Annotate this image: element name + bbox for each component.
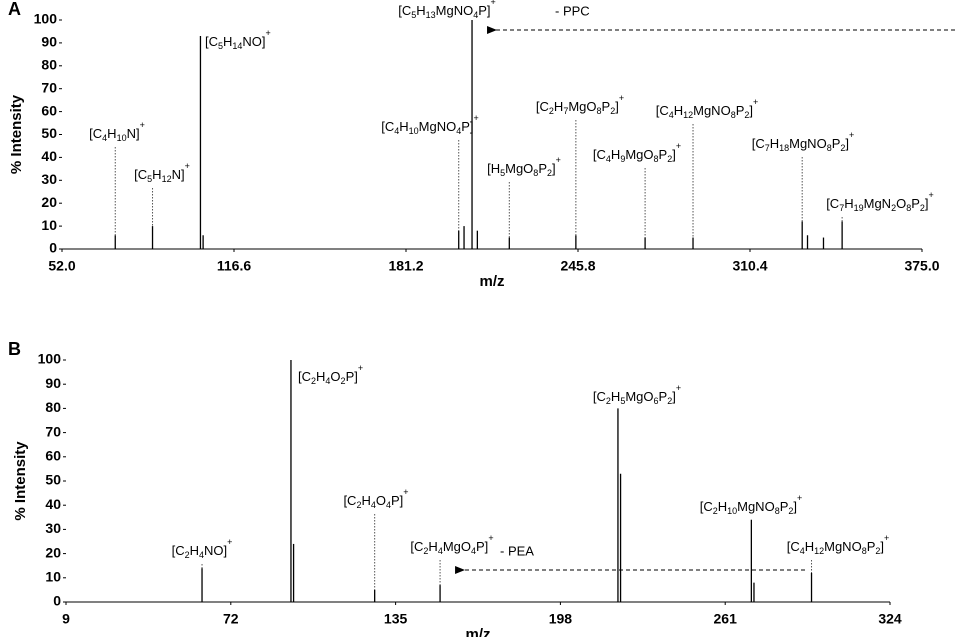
x-tick-label: 198	[549, 611, 573, 627]
y-tick-label: 60	[45, 448, 61, 464]
x-tick-label: 52.0	[48, 258, 75, 274]
peak-label: [C4H12MgNO8P2]+	[787, 533, 890, 556]
y-tick-label: 50	[41, 125, 57, 141]
y-tick-label: 40	[45, 496, 61, 512]
y-tick-label: 100	[38, 351, 62, 367]
y-tick-label: 10	[45, 569, 61, 585]
annotation: - PPC	[555, 3, 590, 18]
peak-label: [C2H5MgO6P2]+	[593, 383, 681, 406]
peak-label: [H5MgO8P2]+	[487, 155, 561, 178]
x-tick-label: 310.4	[732, 258, 767, 274]
y-tick-label: 80	[45, 399, 61, 415]
panel-title: A	[8, 0, 21, 19]
y-tick-label: 20	[41, 194, 57, 210]
peak-label: [C7H19MgN2O8P2]+	[826, 190, 934, 213]
peak-label: [C2H4O2P]+	[298, 363, 363, 386]
x-axis-title: m/z	[479, 273, 504, 290]
peak-label: [C4H12MgNO8P2]+	[656, 97, 759, 120]
peak-label: [C4H10N]+	[89, 120, 145, 143]
x-axis-title: m/z	[465, 626, 490, 637]
x-tick-label: 261	[714, 611, 738, 627]
peak-label: [C2H4NO]+	[172, 537, 233, 560]
peak-label: [C5H13MgNO4P]+	[398, 0, 496, 20]
x-tick-label: 375.0	[904, 258, 939, 274]
x-tick-label: 181.2	[388, 258, 423, 274]
x-tick-label: 245.8	[560, 258, 595, 274]
y-tick-label: 0	[49, 240, 57, 256]
y-tick-label: 70	[41, 79, 57, 95]
peak-label: [C2H7MgO8P2]+	[536, 93, 624, 116]
y-tick-label: 30	[45, 520, 61, 536]
peak-label: [C5H14NO]+	[205, 28, 271, 51]
peak-label: [C2H4O4P]+	[343, 487, 408, 510]
y-tick-label: 80	[41, 57, 57, 73]
x-tick-label: 324	[878, 611, 902, 627]
y-tick-label: 90	[41, 34, 57, 50]
x-tick-label: 135	[384, 611, 408, 627]
peak-label: [C5H12N]+	[134, 161, 190, 184]
y-tick-label: 50	[45, 472, 61, 488]
peak-label: [C4H10MgNO4P]+	[381, 113, 479, 136]
y-tick-label: 0	[53, 593, 61, 609]
peak-label: [C2H4MgO4P]+	[410, 533, 493, 556]
y-tick-label: 20	[45, 544, 61, 560]
panel-title: B	[8, 339, 21, 359]
y-tick-label: 100	[34, 11, 58, 27]
y-axis-title: % Intensity	[8, 94, 25, 174]
x-tick-label: 72	[223, 611, 239, 627]
x-tick-label: 116.6	[217, 258, 251, 274]
peak-label: [C2H10MgNO8P2]+	[700, 493, 803, 516]
x-tick-label: 9	[62, 611, 70, 627]
y-axis-title: % Intensity	[12, 441, 29, 521]
peak-label: [C7H18MgNO8P2]+	[752, 130, 855, 153]
y-tick-label: 40	[41, 148, 57, 164]
peak-label: [C4H9MgO8P2]+	[593, 141, 681, 164]
y-tick-label: 70	[45, 423, 61, 439]
y-tick-label: 60	[41, 102, 57, 118]
y-tick-label: 10	[41, 217, 57, 233]
y-tick-label: 90	[45, 375, 61, 391]
y-tick-label: 30	[41, 171, 57, 187]
annotation: - PEA	[500, 543, 534, 558]
